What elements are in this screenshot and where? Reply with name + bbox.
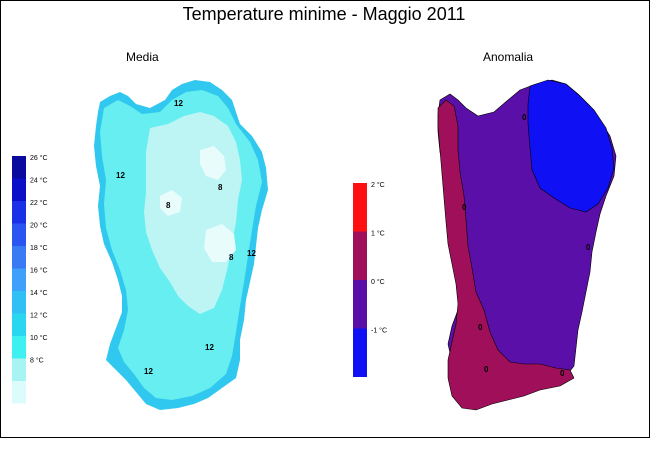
media-legend-label: 18 °C	[30, 244, 48, 252]
media-legend-label: 22 °C	[30, 199, 48, 207]
anomalia-legend-swatch	[353, 280, 367, 329]
media-legend-swatch	[12, 268, 26, 291]
media-contour-label: 8	[166, 201, 171, 210]
media-legend-swatch	[12, 381, 26, 404]
media-contour-label: 12	[247, 249, 256, 258]
media-contour-label: 12	[116, 171, 125, 180]
anomalia-panel-title: Anomalia	[483, 50, 534, 64]
media-legend-swatch	[12, 291, 26, 314]
anomalia-legend-label: -1 °C	[371, 327, 387, 335]
media-legend-swatch	[12, 201, 26, 224]
media-legend-label: 16 °C	[30, 267, 48, 275]
anomalia-contour-label: 0	[560, 369, 565, 378]
anomalia-legend-swatch	[353, 231, 367, 280]
media-legend-label: 12 °C	[30, 312, 48, 320]
media-map: 12 12 8 8 8 12 12 12	[94, 80, 268, 410]
media-legend-label: 8 °C	[30, 357, 44, 365]
media-contour-label: 8	[229, 253, 234, 262]
media-legend-label: 14 °C	[30, 289, 48, 297]
media-contour-label: 12	[144, 367, 153, 376]
media-legend-swatch	[12, 313, 26, 336]
media-legend-label: 20 °C	[30, 222, 48, 230]
media-zone-core-2	[204, 224, 236, 262]
anomalia-legend: 2 °C 1 °C 0 °C -1 °C	[353, 181, 387, 377]
anomalia-contour-label: 0	[478, 323, 483, 332]
media-legend-label: 26 °C	[30, 154, 48, 162]
media-zone-core	[200, 146, 226, 180]
anomalia-contour-label: 0	[586, 243, 591, 252]
media-contour-label: 12	[205, 343, 214, 352]
media-panel-title: Media	[126, 50, 159, 64]
anomalia-zone-negative	[527, 79, 615, 213]
media-legend-swatch	[12, 223, 26, 246]
anomalia-legend-label: 1 °C	[371, 230, 385, 238]
media-legend: 26 °C 24 °C 22 °C 20 °C 18 °C 16 °C 14 °C 12 °C…	[12, 154, 48, 404]
figure-title: Temperature minime - Maggio 2011	[182, 4, 466, 24]
media-contour-label: 8	[218, 183, 223, 192]
media-legend-swatch	[12, 178, 26, 201]
media-legend-swatch	[12, 246, 26, 269]
media-legend-swatch	[12, 156, 26, 179]
media-contour-label: 12	[174, 99, 183, 108]
media-legend-swatch	[12, 358, 26, 381]
media-legend-swatch	[12, 336, 26, 359]
anomalia-legend-swatch	[353, 328, 367, 377]
anomalia-legend-label: 0 °C	[371, 278, 385, 286]
anomalia-legend-swatch	[353, 183, 367, 232]
anomalia-zone-positive	[437, 99, 575, 411]
media-legend-label: 10 °C	[30, 334, 48, 342]
anomalia-legend-label: 2 °C	[371, 181, 385, 189]
media-legend-label: 24 °C	[30, 177, 48, 185]
anomalia-map: 0 0 0 0 0 0	[437, 79, 617, 411]
anomalia-contour-label: 0	[462, 203, 467, 212]
anomalia-contour-label: 0	[484, 365, 489, 374]
anomalia-contour-label: 0	[522, 113, 527, 122]
media-zone-core-3	[160, 190, 182, 216]
